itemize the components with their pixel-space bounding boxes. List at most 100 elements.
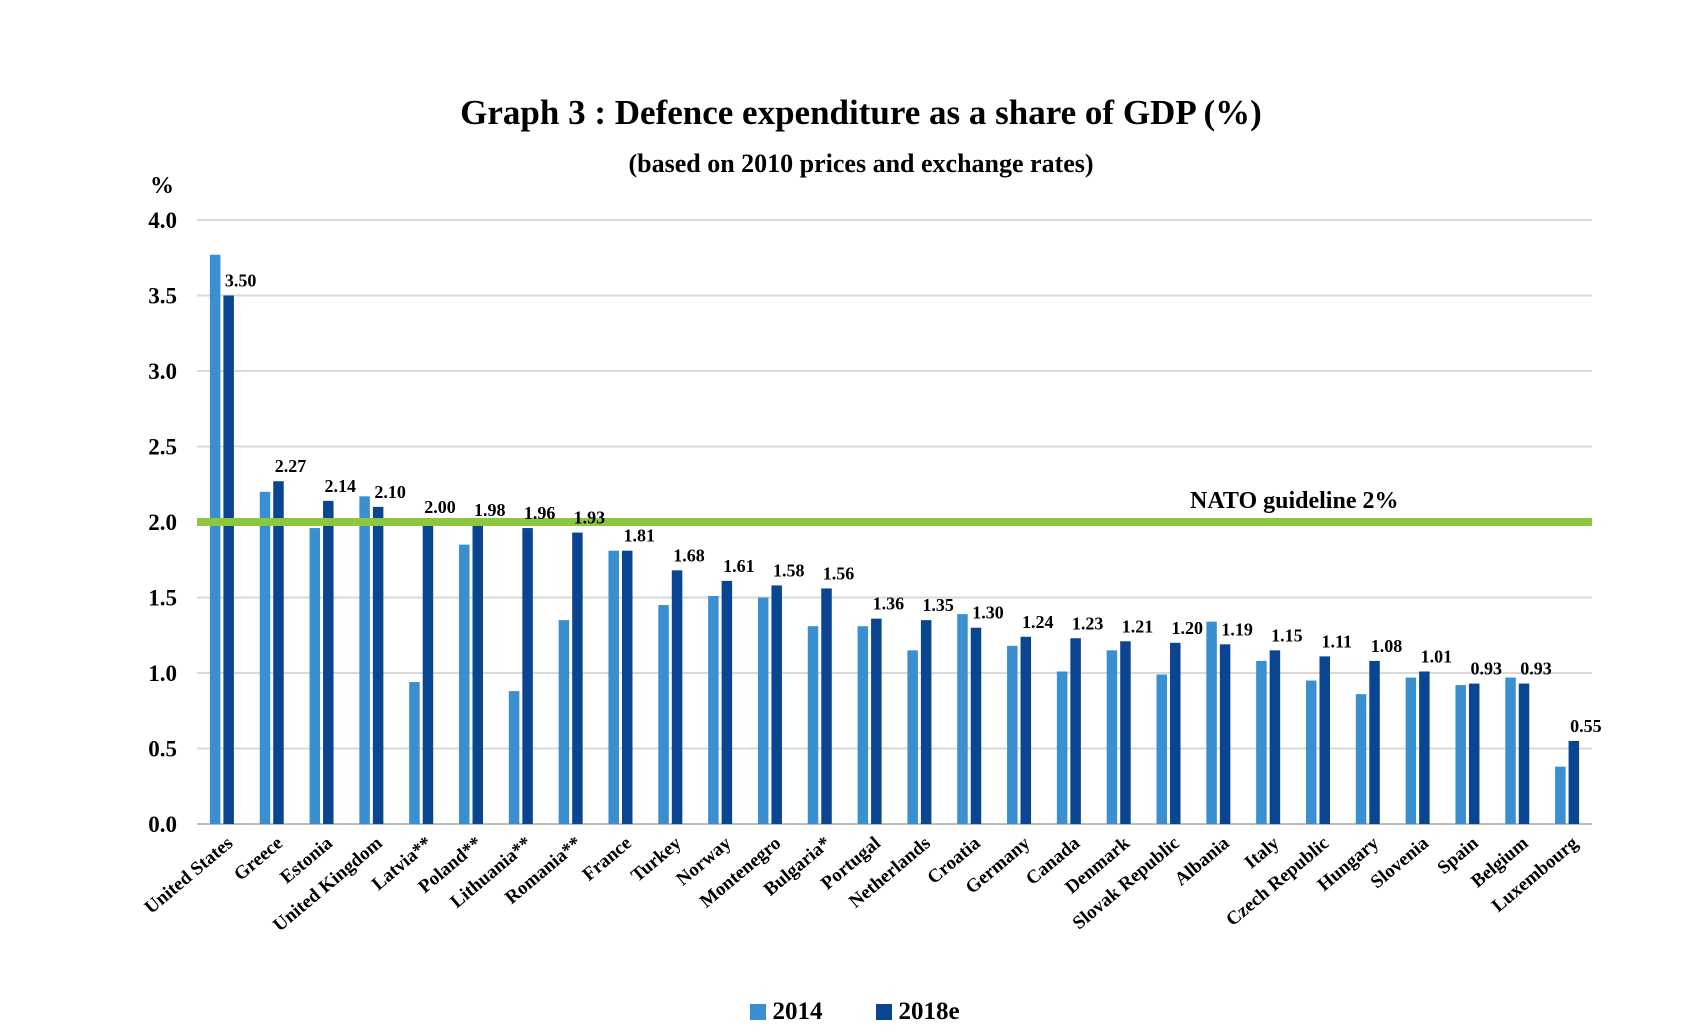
data-label-2018e: 1.36 (873, 594, 905, 614)
bar-2018e (372, 506, 384, 824)
data-label-2018e: 0.55 (1570, 716, 1602, 736)
data-label-2018e: 1.15 (1271, 625, 1303, 645)
bar-2018e (871, 618, 882, 824)
data-label-2018e: 2.00 (424, 497, 456, 517)
nato-guideline-label: NATO guideline 2% (1190, 488, 1398, 514)
bar-2014 (1156, 674, 1168, 824)
bar-2014 (409, 682, 420, 824)
bar-2018e (1020, 636, 1032, 824)
x-tick-label: Albania (1171, 832, 1234, 890)
bar-2014 (1355, 694, 1367, 824)
bar-2018e (472, 525, 484, 824)
bar-2014 (1256, 660, 1267, 824)
bar-2018e (522, 528, 533, 824)
bar-2018e (970, 627, 982, 824)
y-axis-ticks: 0.0 0.5 1.0 1.5 2.0 2.5 3.0 3.5 4.0% (148, 173, 177, 837)
data-label-2018e: 1.93 (574, 508, 606, 528)
data-label-2018e: 2.27 (275, 456, 307, 476)
bar-2014 (1106, 650, 1118, 824)
data-labels: 3.50 2.27 2.14 2.10 2.00 1.98 1.96 1.93 1.81 1.68… (225, 271, 1602, 736)
data-label-2018e: 2.14 (325, 476, 357, 496)
bar-2014 (708, 595, 719, 824)
data-label-2018e: 1.01 (1421, 646, 1453, 666)
bar-2018e (422, 522, 434, 824)
bar-2014 (209, 254, 221, 825)
bar-2018e (821, 588, 832, 824)
legend-label-2014: 2014 (772, 998, 823, 1025)
data-label-2018e: 1.30 (972, 603, 1004, 623)
data-label-2018e: 1.61 (723, 556, 755, 576)
y-tick-label: 0.0 (148, 812, 177, 837)
bar-2018e (771, 585, 782, 824)
bar-2014 (1505, 677, 1516, 824)
y-tick-label: 0.5 (148, 737, 177, 762)
bar-2018e (1170, 642, 1181, 824)
bar-2014 (1206, 621, 1217, 824)
bar-2018e (1269, 650, 1281, 824)
bar-2018e (273, 481, 284, 824)
x-tick-label: Luxembourg (1488, 832, 1583, 916)
bar-2018e (572, 532, 583, 824)
bar-2018e (323, 500, 334, 824)
data-label-2018e: 2.10 (374, 482, 406, 502)
bar-2014 (857, 626, 869, 824)
bar-2014 (1007, 645, 1018, 824)
bar-2014 (309, 528, 321, 824)
y-tick-label: 1.0 (148, 661, 177, 686)
bar-2014 (608, 550, 619, 824)
bar-2014 (1405, 677, 1417, 824)
bar-2014 (658, 605, 669, 824)
bar-2014 (907, 650, 918, 824)
bar-2014 (558, 620, 570, 824)
data-label-2018e: 1.98 (474, 500, 506, 520)
bar-2014 (1555, 766, 1566, 824)
reference-line-group: NATO guideline 2% (197, 488, 1592, 526)
data-label-2018e: 0.93 (1470, 659, 1502, 679)
data-label-2018e: 1.56 (823, 563, 855, 583)
data-label-2018e: 1.19 (1221, 619, 1253, 639)
bar-2018e (671, 570, 683, 824)
bar-2018e (1369, 660, 1380, 824)
bar-2018e (1219, 644, 1231, 824)
y-tick-label: 3.5 (148, 284, 177, 309)
bar-2018e (223, 295, 234, 824)
data-label-2018e: 0.93 (1520, 659, 1552, 679)
bar-2014 (359, 496, 370, 824)
x-tick-label: Greece (230, 833, 287, 885)
bar-2014 (1305, 680, 1317, 824)
data-label-2018e: 1.24 (1022, 612, 1054, 632)
chart-title: Graph 3 : Defence expenditure as a share… (460, 93, 1262, 132)
bar-2018e (1568, 740, 1580, 824)
data-label-2018e: 1.35 (922, 595, 954, 615)
bar-2018e (1070, 638, 1081, 824)
data-label-2018e: 1.20 (1172, 618, 1204, 638)
y-tick-label: 2.5 (148, 435, 177, 460)
data-label-2018e: 3.50 (225, 271, 257, 291)
legend: 2014 2018e (0, 998, 1690, 1026)
bar-2018e (920, 620, 932, 824)
data-label-2018e: 1.81 (623, 526, 655, 546)
y-tick-label: 4.0 (148, 208, 177, 233)
bars (209, 254, 1580, 825)
bar-2018e (1518, 683, 1530, 824)
bar-2018e (1319, 656, 1330, 824)
legend-item-2014: 2014 (750, 998, 822, 1026)
bar-2014 (957, 614, 968, 824)
bar-2018e (1120, 641, 1131, 824)
bar-2014 (259, 491, 271, 824)
data-label-2018e: 1.11 (1321, 631, 1352, 651)
bar-2014 (1056, 671, 1068, 824)
bar-2014 (1455, 685, 1466, 824)
bar-2018e (1468, 683, 1480, 824)
chart-subtitle: (based on 2010 prices and exchange rates… (628, 149, 1094, 178)
y-tick-label: 3.0 (148, 359, 177, 384)
legend-swatch-2018e (876, 1004, 893, 1020)
bar-2018e (1419, 671, 1430, 824)
bar-2014 (508, 691, 520, 824)
data-label-2018e: 1.23 (1072, 613, 1104, 633)
y-tick-label: 2.0 (148, 510, 177, 535)
x-tick-label: United States (141, 833, 237, 919)
bar-2014 (757, 597, 769, 824)
